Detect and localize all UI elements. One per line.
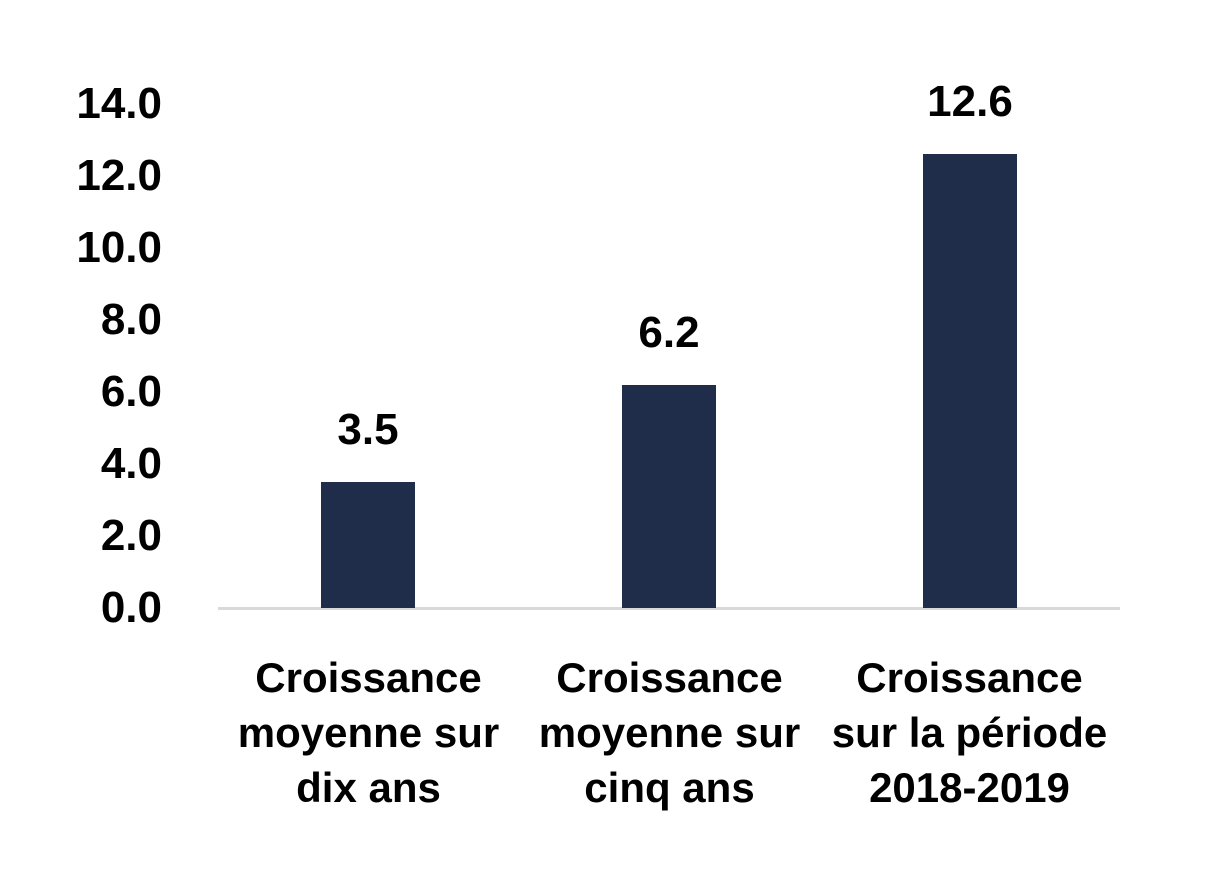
- category-label-line: 2018-2019: [869, 764, 1070, 811]
- bar: [321, 482, 415, 608]
- x-axis-category-label: Croissance moyenne sur dix ans: [218, 650, 519, 815]
- category-label-line: Croissance: [556, 654, 783, 701]
- y-axis-tick-label: 4.0: [100, 439, 162, 488]
- category-label-line: moyenne sur: [237, 709, 500, 756]
- category-label-line: Croissance: [255, 654, 482, 701]
- y-axis-tick-label: 8.0: [100, 295, 162, 344]
- x-axis-line: [218, 607, 1120, 610]
- y-axis-tick-label: 0.0: [100, 583, 162, 632]
- category-label-line: Croissance: [856, 654, 1083, 701]
- category-label-line: cinq ans: [584, 764, 755, 811]
- category-label-line: dix ans: [296, 764, 441, 811]
- y-axis-tick-label: 14.0: [76, 79, 162, 128]
- bar-value-label: 12.6: [927, 77, 1013, 126]
- x-axis-category-label: Croissance sur la période 2018-2019: [819, 650, 1120, 815]
- y-axis-tick-label: 12.0: [76, 151, 162, 200]
- y-axis-tick-label: 6.0: [100, 367, 162, 416]
- bar-value-label: 6.2: [638, 308, 700, 357]
- bar-value-label: 3.5: [337, 405, 399, 454]
- bar: [622, 385, 716, 608]
- category-label-line: sur la période: [831, 709, 1108, 756]
- x-axis-category-label: Croissance moyenne sur cinq ans: [519, 650, 820, 815]
- bar: [923, 154, 1017, 608]
- category-label-line: moyenne sur: [538, 709, 801, 756]
- y-axis-tick-label: 10.0: [76, 223, 162, 272]
- y-axis-tick-label: 2.0: [100, 511, 162, 560]
